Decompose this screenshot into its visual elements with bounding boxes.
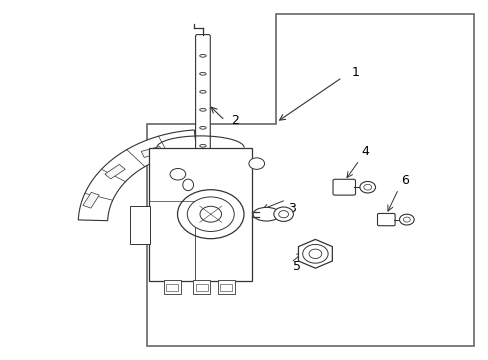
Bar: [163, 280, 181, 294]
Bar: [141, 147, 163, 157]
Circle shape: [273, 207, 293, 221]
Ellipse shape: [199, 72, 206, 75]
Circle shape: [399, 214, 413, 225]
Bar: [220, 284, 232, 291]
Bar: [129, 206, 150, 243]
Bar: [195, 284, 207, 291]
Circle shape: [200, 206, 221, 222]
Text: 1: 1: [351, 66, 359, 78]
Text: 2: 2: [231, 114, 239, 127]
Text: 4: 4: [361, 145, 369, 158]
Text: 5: 5: [293, 260, 301, 273]
Polygon shape: [298, 239, 332, 268]
Bar: [217, 280, 234, 294]
Bar: [149, 148, 251, 281]
Circle shape: [308, 249, 321, 258]
Ellipse shape: [199, 90, 206, 93]
Ellipse shape: [199, 144, 206, 147]
Circle shape: [177, 190, 244, 239]
FancyBboxPatch shape: [195, 35, 210, 167]
Ellipse shape: [183, 179, 193, 191]
Circle shape: [278, 211, 288, 218]
Circle shape: [403, 217, 409, 222]
Circle shape: [359, 181, 375, 193]
FancyBboxPatch shape: [377, 213, 394, 226]
Bar: [166, 284, 178, 291]
Ellipse shape: [199, 126, 206, 129]
Text: 6: 6: [400, 174, 408, 187]
Circle shape: [170, 168, 185, 180]
Circle shape: [187, 197, 234, 231]
FancyBboxPatch shape: [332, 179, 355, 195]
Circle shape: [363, 184, 371, 190]
Ellipse shape: [199, 54, 206, 57]
Bar: [193, 280, 210, 294]
Text: 3: 3: [288, 202, 296, 215]
Bar: [83, 192, 99, 208]
Ellipse shape: [199, 108, 206, 111]
Circle shape: [248, 158, 264, 169]
Bar: [104, 165, 125, 179]
Ellipse shape: [253, 207, 279, 221]
Polygon shape: [78, 130, 197, 221]
Circle shape: [302, 244, 327, 263]
